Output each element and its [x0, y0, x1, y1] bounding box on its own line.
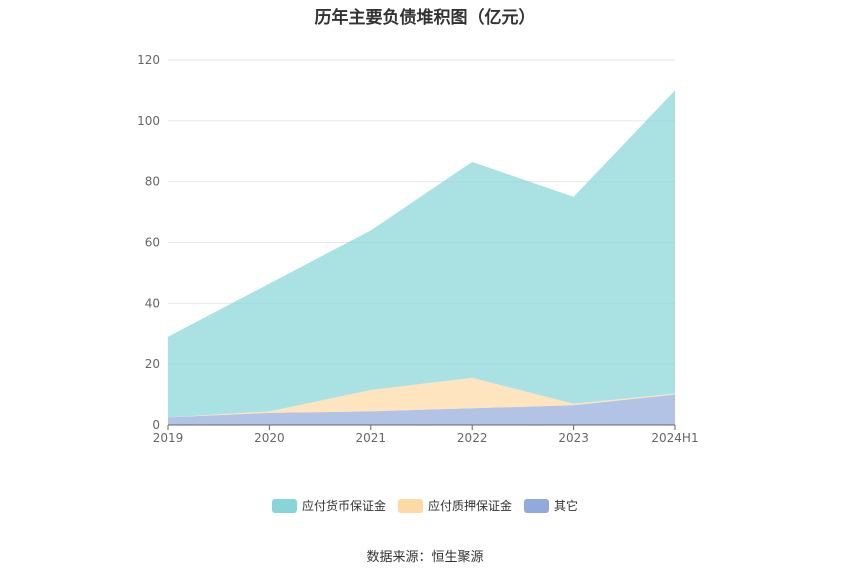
area-应付货币保证金: [168, 90, 675, 418]
y-tick-label: 20: [145, 357, 160, 371]
legend-label: 其它: [554, 499, 579, 513]
y-tick-label: 120: [137, 53, 160, 67]
area-应付质押保证金: [168, 377, 675, 418]
x-tick-label: 2020: [254, 431, 285, 445]
y-tick-label: 40: [145, 296, 160, 310]
legend: 应付货币保证金 应付质押保证金 其它: [0, 497, 850, 514]
data-source: 数据来源：恒生聚源: [366, 550, 484, 565]
legend-swatch: [271, 498, 297, 513]
legend-item-其它[interactable]: 其它: [524, 497, 578, 514]
x-tick-label: 2023: [558, 431, 589, 445]
y-tick-label: 100: [137, 114, 160, 128]
legend-item-质押保证金[interactable]: 应付质押保证金: [397, 497, 512, 514]
legend-swatch: [524, 498, 549, 513]
legend-label: 应付质押保证金: [427, 499, 512, 513]
x-tick-label: 2024H1: [651, 431, 698, 445]
legend-swatch: [397, 498, 423, 513]
chart-title: 历年主要负债堆积图（亿元）: [314, 8, 536, 28]
x-tick-label: 2021: [356, 431, 387, 445]
x-tick-label: 2019: [153, 431, 184, 445]
y-tick-label: 0: [152, 418, 160, 432]
legend-item-货币保证金[interactable]: 应付货币保证金: [271, 497, 386, 514]
y-tick-label: 60: [145, 236, 160, 250]
legend-label: 应付货币保证金: [301, 499, 386, 513]
y-tick-label: 80: [145, 175, 160, 189]
x-tick-label: 2022: [457, 431, 488, 445]
area-其它: [168, 394, 675, 425]
